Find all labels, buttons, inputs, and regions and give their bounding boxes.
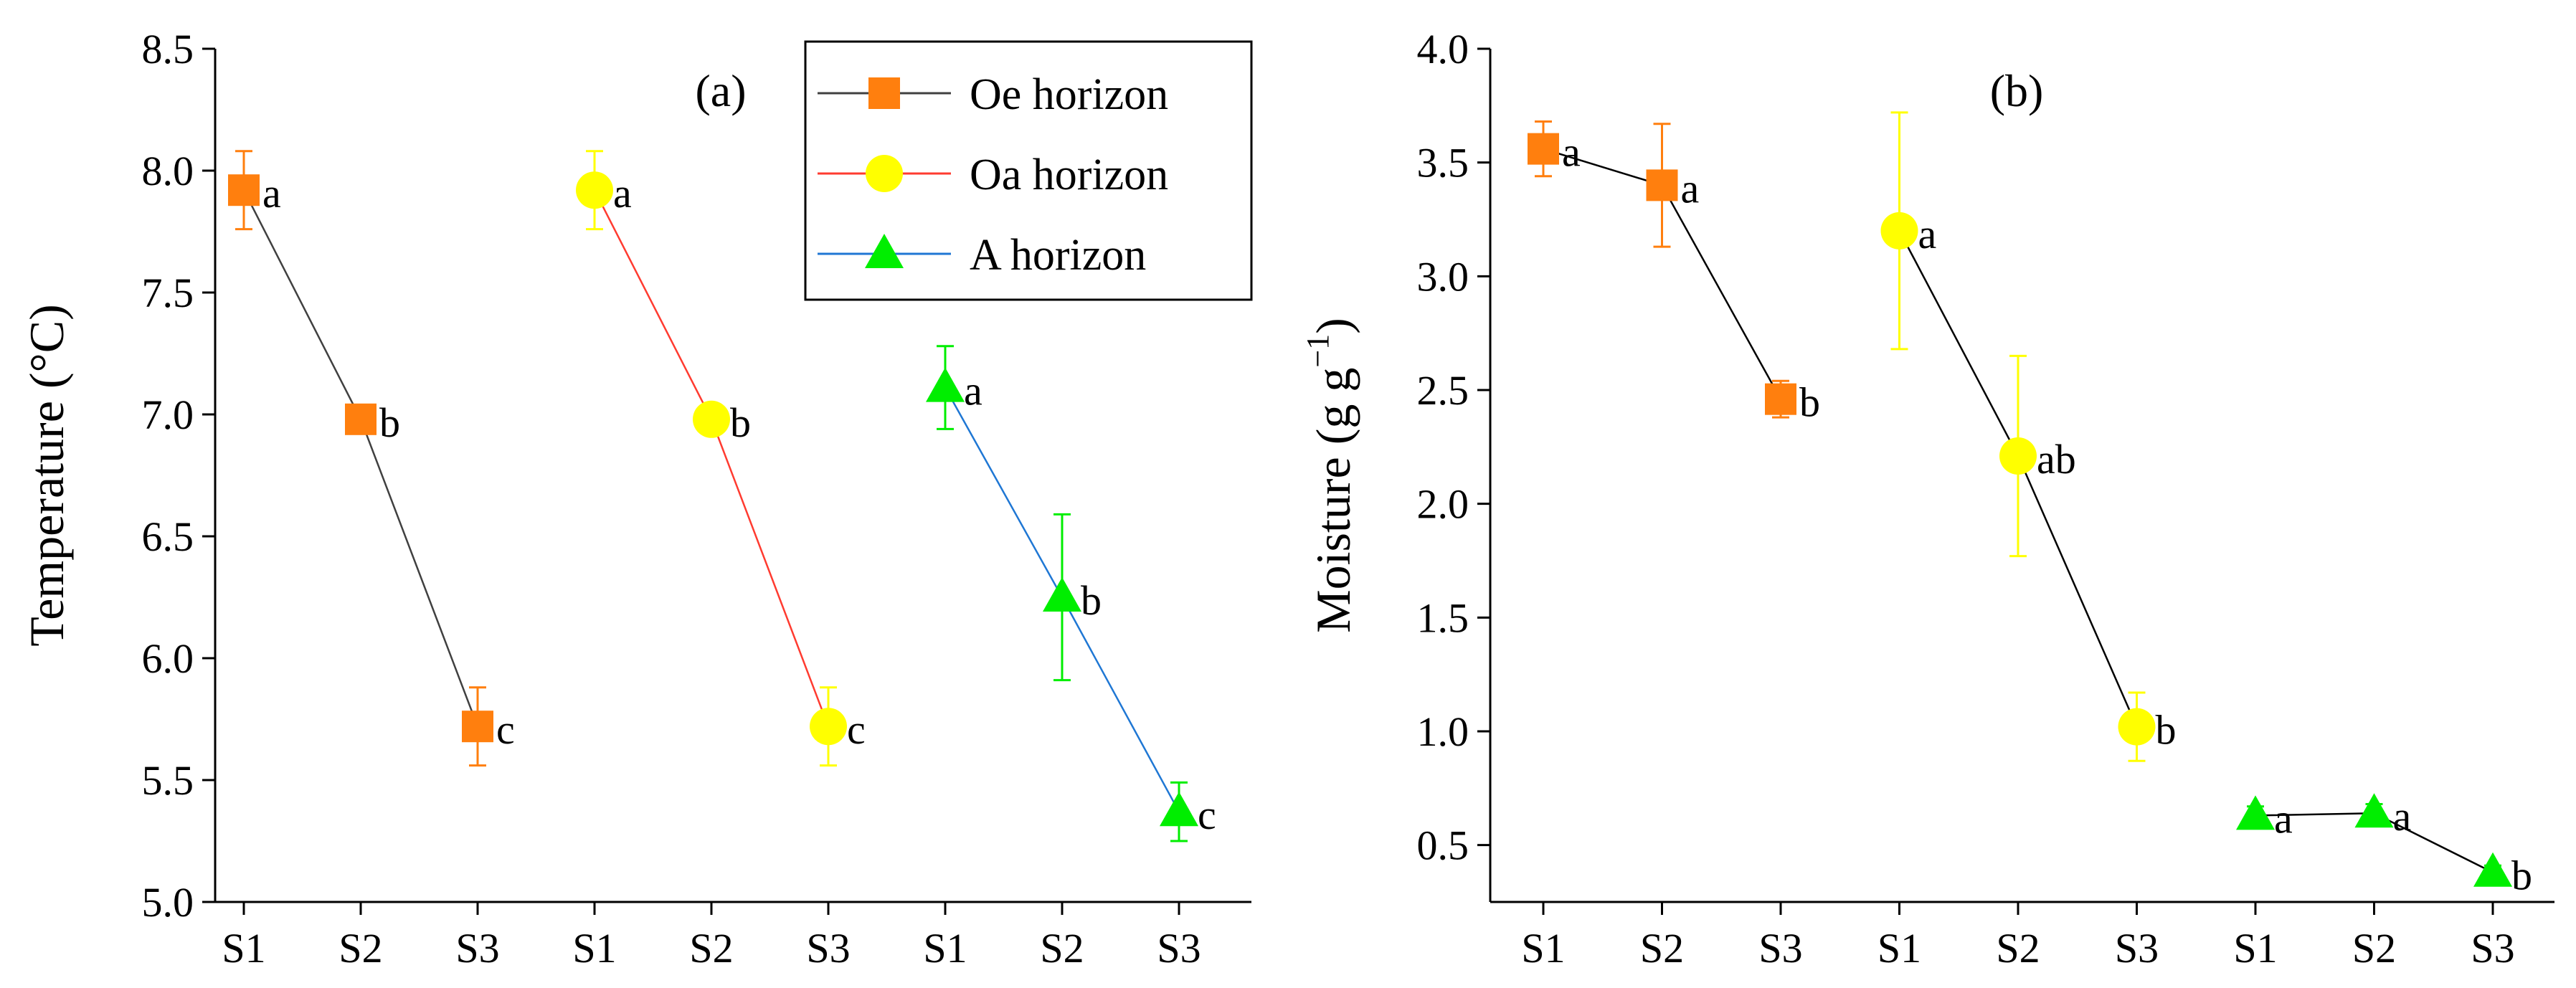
legend-label: Oe horizon	[970, 70, 1168, 119]
significance-letter: a	[964, 368, 982, 414]
significance-letter: a	[1562, 129, 1581, 176]
y-axis-title-text: Moisture (g g	[1306, 368, 1360, 633]
data-point	[1160, 792, 1198, 827]
y-tick-label: 7.5	[142, 270, 194, 316]
data-point	[2354, 793, 2394, 828]
significance-letter: b	[2156, 707, 2177, 754]
legend-marker	[865, 234, 904, 268]
significance-letter: a	[1918, 211, 1937, 257]
legend: Oe horizon Oa horizon A horizon	[804, 40, 1253, 301]
data-point	[1528, 133, 1559, 165]
significance-letter: c	[847, 706, 866, 753]
significance-letter: b	[379, 399, 400, 446]
significance-letter: ab	[2037, 436, 2076, 483]
data-point	[1999, 437, 2037, 475]
y-tick-label: 2.5	[1417, 367, 1469, 414]
data-point	[1043, 577, 1081, 612]
significance-letter: a	[262, 170, 281, 217]
panel-b-moisture: 0.5 1.0 1.5 2.0 2.5 3.0 3.5 4.0 S1 S2 S3 S1 S2 S3 S1 S2…	[1300, 26, 2554, 972]
y-tick-label: 0.5	[1417, 822, 1469, 869]
y-tick-label: 8.5	[142, 26, 194, 72]
y-tick-label: 3.5	[1417, 140, 1469, 186]
data-point	[2236, 795, 2275, 830]
x-tick-label: S3	[1157, 925, 1201, 972]
y-axis-title-text: Temperature (°C)	[19, 304, 74, 646]
y-tick-label: 3.0	[1417, 253, 1469, 300]
significance-letter: b	[2511, 852, 2532, 899]
y-axis-title: Moisture (g g−1)	[1300, 318, 1360, 633]
legend-label: Oa horizon	[970, 151, 1168, 199]
x-tick-label: S1	[1877, 925, 1921, 972]
x-tick-label: S1	[1521, 925, 1565, 972]
y-tick-label: 2.0	[1417, 481, 1469, 528]
series-square: a a b	[1528, 120, 1820, 426]
data-point	[228, 174, 260, 206]
x-tick-label: S2	[1996, 925, 2040, 972]
x-tick-label: S1	[572, 925, 616, 972]
significance-letter: a	[2393, 793, 2412, 840]
significance-letter: c	[1198, 792, 1216, 838]
y-tick-label: 5.5	[142, 757, 194, 804]
panel-label: (a)	[695, 65, 746, 116]
data-point	[2473, 852, 2512, 887]
series-square: a b c	[228, 150, 515, 767]
x-tick-label: S3	[2115, 925, 2159, 972]
significance-letter: a	[1681, 165, 1700, 212]
data-point	[693, 400, 730, 438]
significance-letter: a	[2274, 795, 2293, 842]
legend-marker	[868, 77, 900, 109]
significance-letter: c	[496, 706, 515, 753]
x-tick-label: S3	[2471, 925, 2514, 972]
x-tick-label: S2	[2352, 925, 2396, 972]
y-tick-label: 1.5	[1417, 594, 1469, 641]
y-tick-label: 4.0	[1417, 26, 1469, 72]
x-tick-label: S2	[1640, 925, 1684, 972]
x-tick-label: S1	[2233, 925, 2277, 972]
series-line	[242, 189, 479, 727]
x-tick-label: S3	[806, 925, 850, 972]
y-tick-label: 6.0	[142, 635, 194, 682]
panel-a-temperature: 5.0 5.5 6.0 6.5 7.0 7.5 8.0 8.5 S1 S2 S3 S1 S2 S3 S1 S2…	[19, 26, 1251, 972]
series-circle: a b c	[576, 150, 866, 767]
data-point	[810, 708, 847, 746]
data-point	[926, 367, 965, 402]
data-point	[576, 171, 613, 209]
significance-letter: b	[730, 399, 751, 446]
x-tick-label: S2	[1040, 925, 1084, 972]
panel-label: (b)	[1990, 65, 2044, 116]
series-triangle: a a b	[2236, 793, 2532, 899]
data-point	[1646, 169, 1678, 201]
x-tick-label: S2	[338, 925, 382, 972]
data-point	[1765, 383, 1796, 415]
y-tick-label: 7.0	[142, 391, 194, 438]
data-point	[462, 711, 493, 743]
legend-label: A horizon	[970, 231, 1146, 280]
legend-marker	[866, 155, 903, 192]
y-tick-label: 5.0	[142, 879, 194, 926]
data-point	[345, 403, 377, 435]
significance-letter: b	[1799, 379, 1820, 426]
data-point	[2118, 708, 2156, 746]
x-tick-label: S1	[923, 925, 967, 972]
series-circle: a ab b	[1880, 111, 2177, 762]
significance-letter: a	[613, 170, 632, 217]
series-triangle: a b c	[926, 345, 1216, 842]
y-tick-label: 1.0	[1417, 708, 1469, 755]
x-tick-label: S1	[222, 925, 265, 972]
x-tick-label: S2	[689, 925, 733, 972]
y-tick-label: 6.5	[142, 513, 194, 560]
y-axis-title: Temperature (°C)	[19, 304, 74, 646]
y-tick-label: 8.0	[142, 148, 194, 194]
y-axis-title-superscript: −1	[1300, 334, 1335, 368]
significance-letter: b	[1081, 577, 1102, 624]
x-tick-label: S3	[1758, 925, 1802, 972]
y-axis-title-close: )	[1306, 318, 1360, 334]
x-tick-label: S3	[455, 925, 499, 972]
series-line	[593, 189, 830, 727]
data-point	[1880, 212, 1918, 250]
